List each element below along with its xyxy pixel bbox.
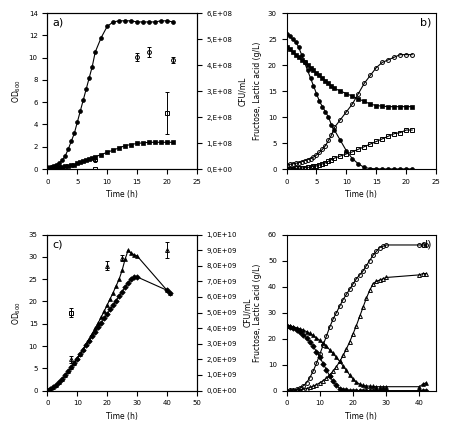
X-axis label: Time (h): Time (h) <box>106 412 138 421</box>
Y-axis label: OD$_{600}$: OD$_{600}$ <box>10 79 23 103</box>
X-axis label: Time (h): Time (h) <box>346 412 377 421</box>
Text: b): b) <box>420 18 432 28</box>
Text: d): d) <box>420 239 432 249</box>
Y-axis label: Fructose, Lactic acid (g/L): Fructose, Lactic acid (g/L) <box>253 263 262 362</box>
Y-axis label: Fructose, Lactic acid (g/L): Fructose, Lactic acid (g/L) <box>253 42 262 140</box>
X-axis label: Time (h): Time (h) <box>106 191 138 199</box>
Text: c): c) <box>52 239 63 249</box>
Y-axis label: CFU/mL: CFU/mL <box>243 298 252 327</box>
Y-axis label: CFU/mL: CFU/mL <box>238 76 247 106</box>
Y-axis label: OD$_{600}$: OD$_{600}$ <box>10 301 23 325</box>
Text: a): a) <box>52 18 63 28</box>
X-axis label: Time (h): Time (h) <box>346 191 377 199</box>
